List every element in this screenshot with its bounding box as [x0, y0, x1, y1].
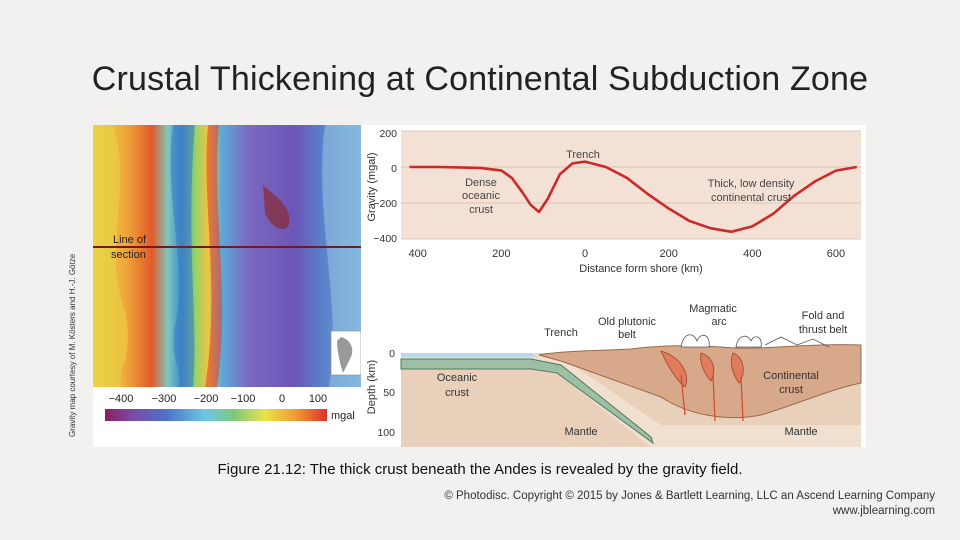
- gravity-x-tick: 0: [582, 248, 588, 260]
- volcano-plume: [735, 335, 762, 348]
- magma-path: [740, 376, 744, 422]
- gravity-y-label: Gravity (mgal): [366, 152, 378, 221]
- thrust-belt: [764, 336, 830, 348]
- magmatic-arc-label-1: Magmatic: [689, 303, 737, 315]
- colorbar-tick: 0: [279, 393, 285, 405]
- map-field: [93, 125, 361, 387]
- magmatic-arc-label-2: arc: [711, 316, 727, 328]
- magma-path: [712, 374, 716, 422]
- section-trench-label: Trench: [544, 327, 578, 339]
- thick-crust-label-1: Thick, low density: [708, 178, 795, 190]
- colorbar-tick: −300: [152, 393, 177, 405]
- copyright-line-2: www.jblearning.com: [832, 505, 935, 517]
- pluton: [700, 352, 715, 382]
- volcano-plume: [680, 334, 710, 348]
- subducting-oceanic-crust: [400, 358, 654, 445]
- copyright-line-1: © Photodisc. Copyright © 2015 by Jones &…: [444, 490, 935, 502]
- colorbar: [105, 409, 327, 421]
- colorbar-tick: 100: [309, 393, 327, 405]
- depth-tick: 50: [383, 387, 395, 399]
- dense-crust-label-2: oceanic: [462, 190, 500, 202]
- pluton: [660, 350, 687, 388]
- colorbar-tick: −100: [231, 393, 256, 405]
- colorbar-tick: −200: [194, 393, 219, 405]
- gravity-x-tick: 200: [492, 248, 510, 260]
- continental-crust-label-1: Continental: [763, 370, 819, 382]
- map-credit: Gravity map courtesy of M. Kösters and H…: [68, 253, 77, 437]
- colorbar-unit: mgal: [331, 410, 355, 422]
- map-blob-east: [322, 125, 361, 387]
- slide-title: Crustal Thickening at Continental Subduc…: [91, 60, 869, 98]
- mantle-label-left: Mantle: [564, 426, 597, 438]
- cross-section: Depth (km) 0 50 100 Trench Old plutonic …: [366, 303, 862, 447]
- gravity-y-tick: −200: [373, 198, 397, 210]
- gravity-map: Line of section −400 −300 −200 −100 0 10…: [93, 125, 361, 447]
- magma-path: [680, 374, 686, 416]
- dense-crust-label-1: Dense: [465, 177, 497, 189]
- gravity-map-image: Line of section −400 −300 −200 −100 0 10…: [93, 125, 361, 447]
- fold-thrust-label-2: thrust belt: [799, 324, 847, 336]
- gravity-curve: [409, 160, 858, 234]
- gravity-x-ticks: 400 200 0 200 400 600: [409, 248, 846, 260]
- map-trench-band: [170, 125, 195, 387]
- gravity-y-tick: 200: [379, 128, 397, 140]
- continental-crust: [538, 344, 862, 419]
- pluton: [731, 352, 744, 384]
- dense-crust-label-3: crust: [469, 204, 493, 216]
- mantle-label-right: Mantle: [784, 426, 817, 438]
- plot-area: [401, 131, 861, 239]
- gravity-x-tick: 600: [827, 248, 845, 260]
- oceanic-crust-label-1: Oceanic: [437, 372, 478, 384]
- gravity-y-tick: 0: [391, 163, 397, 175]
- figure: Line of section −400 −300 −200 −100 0 10…: [93, 125, 866, 447]
- continental-crust-label-2: crust: [779, 384, 803, 396]
- depth-y-label: Depth (km): [366, 360, 378, 414]
- depth-tick: 0: [389, 348, 395, 360]
- gravity-curve-group: [409, 160, 858, 234]
- old-plutonic-label-1: Old plutonic: [598, 316, 657, 328]
- thick-crust-label-2: continental crust: [711, 192, 791, 204]
- copyright: © Photodisc. Copyright © 2015 by Jones &…: [444, 489, 935, 519]
- gravity-plot: Gravity (mgal) 200 0 −200 −400 400 200 0…: [361, 125, 866, 447]
- gravity-x-tick: 400: [409, 248, 427, 260]
- inset-south-america: [337, 337, 353, 373]
- gravity-y-tick: −400: [373, 233, 397, 245]
- section-line-label-1: Line of: [113, 234, 147, 246]
- old-plutonic-label-2: belt: [618, 329, 636, 341]
- gravity-x-tick: 400: [743, 248, 761, 260]
- map-arc-band: [205, 125, 223, 387]
- gravity-x-tick: 200: [659, 248, 677, 260]
- section-line-label-2: section: [111, 249, 146, 261]
- depth-tick: 100: [377, 427, 395, 439]
- map-altiplano: [263, 185, 290, 230]
- gravity-and-section: Gravity (mgal) 200 0 −200 −400 400 200 0…: [361, 125, 866, 447]
- ocean-water: [401, 353, 539, 357]
- colorbar-tick: −400: [109, 393, 134, 405]
- oceanic-crust-label-2: crust: [445, 387, 469, 399]
- map-blob-west: [93, 125, 128, 387]
- fold-thrust-label-1: Fold and: [802, 310, 845, 322]
- figure-caption: Figure 21.12: The thick crust beneath th…: [217, 461, 743, 478]
- gravity-trench-label: Trench: [566, 149, 600, 161]
- gravity-x-label: Distance form shore (km): [579, 263, 702, 275]
